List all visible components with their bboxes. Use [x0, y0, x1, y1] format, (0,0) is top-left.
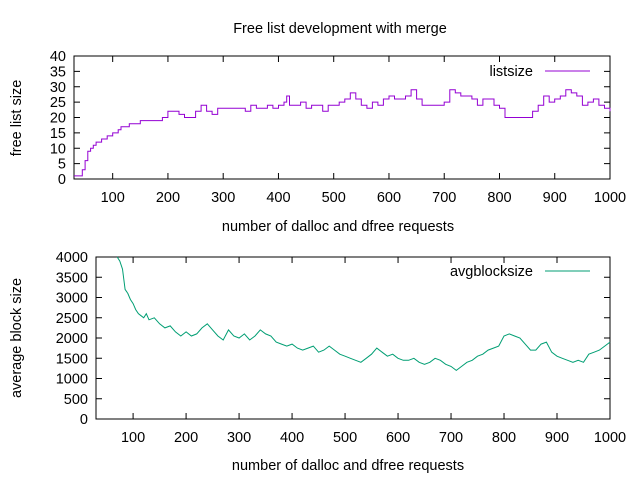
- top-y-tick-label: 30: [50, 80, 66, 96]
- top-y-tick-label: 15: [50, 126, 66, 142]
- bottom-y-axis-label: average block size: [9, 278, 25, 398]
- top-series-line-listsize: [74, 89, 611, 177]
- top-x-tick-label: 900: [543, 190, 567, 206]
- bottom-y-tick-label: 1000: [56, 372, 88, 388]
- top-x-tick-label: 1000: [594, 190, 626, 206]
- top-x-tick-label: 800: [487, 190, 511, 206]
- figure-title: Free list development with merge: [233, 21, 447, 37]
- top-x-tick-label: 700: [432, 190, 456, 206]
- top-y-tick-label: 10: [50, 141, 66, 157]
- top-series-group: [74, 89, 611, 177]
- bottom-x-tick-label: 600: [386, 430, 410, 446]
- bottom-y-tick-label: 1500: [56, 351, 88, 367]
- bottom-y-tick-label: 500: [64, 392, 88, 408]
- bottom-x-tick-label: 900: [545, 430, 569, 446]
- bottom-x-ticks: 100 200 300 400 500 600 700 800 900 1000: [121, 257, 626, 446]
- bottom-x-tick-label: 300: [227, 430, 251, 446]
- bottom-y-tick-label: 3000: [56, 291, 88, 307]
- bottom-x-tick-label: 500: [333, 430, 357, 446]
- top-x-tick-label: 300: [211, 190, 235, 206]
- top-y-tick-label: 20: [50, 111, 66, 127]
- bottom-x-tick-label: 700: [439, 430, 463, 446]
- top-y-axis-label: free list size: [9, 80, 25, 157]
- bottom-y-tick-label: 0: [80, 412, 88, 428]
- bottom-legend-label: avgblocksize: [450, 264, 533, 280]
- top-y-tick-label: 25: [50, 95, 66, 111]
- bottom-x-tick-label: 400: [280, 430, 304, 446]
- top-x-axis-label: number of dalloc and dfree requests: [222, 219, 454, 235]
- bottom-x-tick-label: 1000: [594, 430, 626, 446]
- top-legend-label: listsize: [489, 64, 533, 80]
- bottom-plot-frame: [95, 256, 611, 420]
- bottom-y-ticks: 0 500 1000 1500 2000 2500 3000 3500 4000: [56, 250, 610, 428]
- top-y-tick-label: 5: [58, 157, 66, 173]
- top-y-tick-label: 0: [58, 172, 66, 188]
- top-x-tick-label: 100: [101, 190, 125, 206]
- bottom-panel: 0 500 1000 1500 2000 2500 3000 3500 4000 100 200 3…: [9, 250, 626, 474]
- top-x-tick-label: 600: [377, 190, 401, 206]
- top-x-tick-label: 200: [156, 190, 180, 206]
- bottom-y-tick-label: 2000: [56, 331, 88, 347]
- bottom-series-line-avgblocksize: [116, 256, 611, 372]
- top-x-ticks: 100 200 300 400 500 600 700 800 900 1000: [101, 56, 626, 206]
- bottom-y-tick-label: 3500: [56, 270, 88, 286]
- top-y-tick-label: 40: [50, 49, 66, 65]
- bottom-x-tick-label: 100: [121, 430, 145, 446]
- bottom-x-tick-label: 200: [174, 430, 198, 446]
- bottom-x-axis-label: number of dalloc and dfree requests: [232, 458, 464, 474]
- bottom-y-tick-label: 4000: [56, 250, 88, 266]
- top-y-tick-label: 35: [50, 64, 66, 80]
- top-x-tick-label: 400: [266, 190, 290, 206]
- bottom-series-group: [116, 256, 611, 372]
- bottom-x-tick-label: 800: [492, 430, 516, 446]
- top-x-tick-label: 500: [322, 190, 346, 206]
- bottom-y-tick-label: 2500: [56, 311, 88, 327]
